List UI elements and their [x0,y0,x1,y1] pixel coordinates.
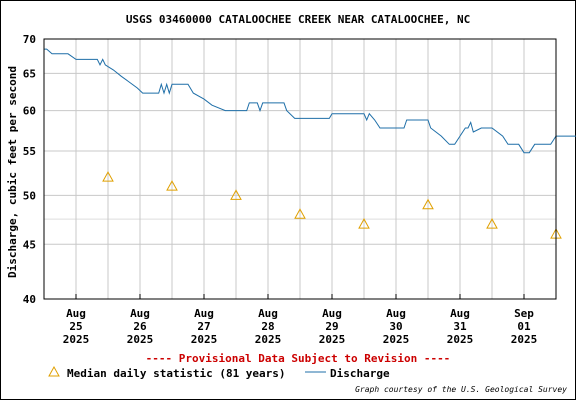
credit-text: Graph courtesy of the U.S. Geological Su… [355,385,567,394]
legend-discharge-label: Discharge [330,367,390,380]
y-axis-label: Discharge, cubic feet per second [6,66,19,278]
x-tick-month: Aug [322,307,342,320]
x-tick-year: 2025 [63,333,90,346]
x-tick-day: 30 [389,320,402,333]
x-tick-year: 2025 [191,333,218,346]
y-tick-label: 50 [23,189,36,202]
x-tick-month: Aug [66,307,86,320]
x-tick-year: 2025 [383,333,410,346]
x-tick-day: 01 [517,320,531,333]
y-tick-label: 60 [23,105,36,118]
median-marker [358,218,370,229]
x-tick-day: 25 [69,320,82,333]
x-tick-year: 2025 [447,333,474,346]
x-tick-month: Sep [514,307,534,320]
x-tick-day: 29 [325,320,338,333]
median-marker [294,208,306,219]
y-tick-label: 65 [23,67,36,80]
median-series [102,171,562,239]
x-tick-day: 31 [453,320,467,333]
x-tick-day: 27 [197,320,210,333]
plot-border [43,38,557,300]
x-tick-month: Aug [194,307,214,320]
x-tick-day: 26 [133,320,147,333]
provisional-note: ---- Provisional Data Subject to Revisio… [146,352,451,365]
x-tick-year: 2025 [511,333,538,346]
y-tick-label: 40 [23,293,36,306]
x-tick-month: Aug [258,307,278,320]
median-marker [422,198,434,210]
y-tick-labels: 40 45 50 55 60 65 70 [23,33,36,306]
grid-lines [44,38,556,300]
y-tick-label: 70 [23,33,36,46]
x-tick-labels: Aug252025Aug262025Aug272025Aug282025Aug2… [63,294,538,346]
chart-title: USGS 03460000 CATALOOCHEE CREEK NEAR CAT… [126,13,470,26]
x-tick-year: 2025 [255,333,282,346]
x-tick-month: Aug [130,307,150,320]
legend-median-label: Median daily statistic (81 years) [67,367,286,380]
x-tick-year: 2025 [319,333,346,346]
x-tick-month: Aug [450,307,470,320]
y-tick-label: 55 [23,145,36,158]
median-marker [486,218,498,229]
discharge-series-line [44,48,576,154]
median-marker [166,180,178,191]
median-marker [102,171,114,182]
legend-median-marker [48,365,60,377]
x-tick-year: 2025 [127,333,154,346]
x-tick-day: 28 [261,320,274,333]
legend: Median daily statistic (81 years) Discha… [48,365,390,380]
median-marker [230,189,242,200]
y-tick-label: 45 [23,238,36,251]
x-tick-month: Aug [386,307,406,320]
